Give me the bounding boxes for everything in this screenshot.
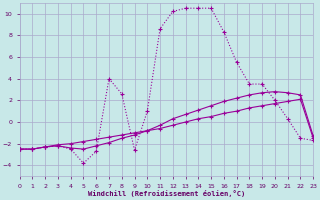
X-axis label: Windchill (Refroidissement éolien,°C): Windchill (Refroidissement éolien,°C): [88, 190, 245, 197]
